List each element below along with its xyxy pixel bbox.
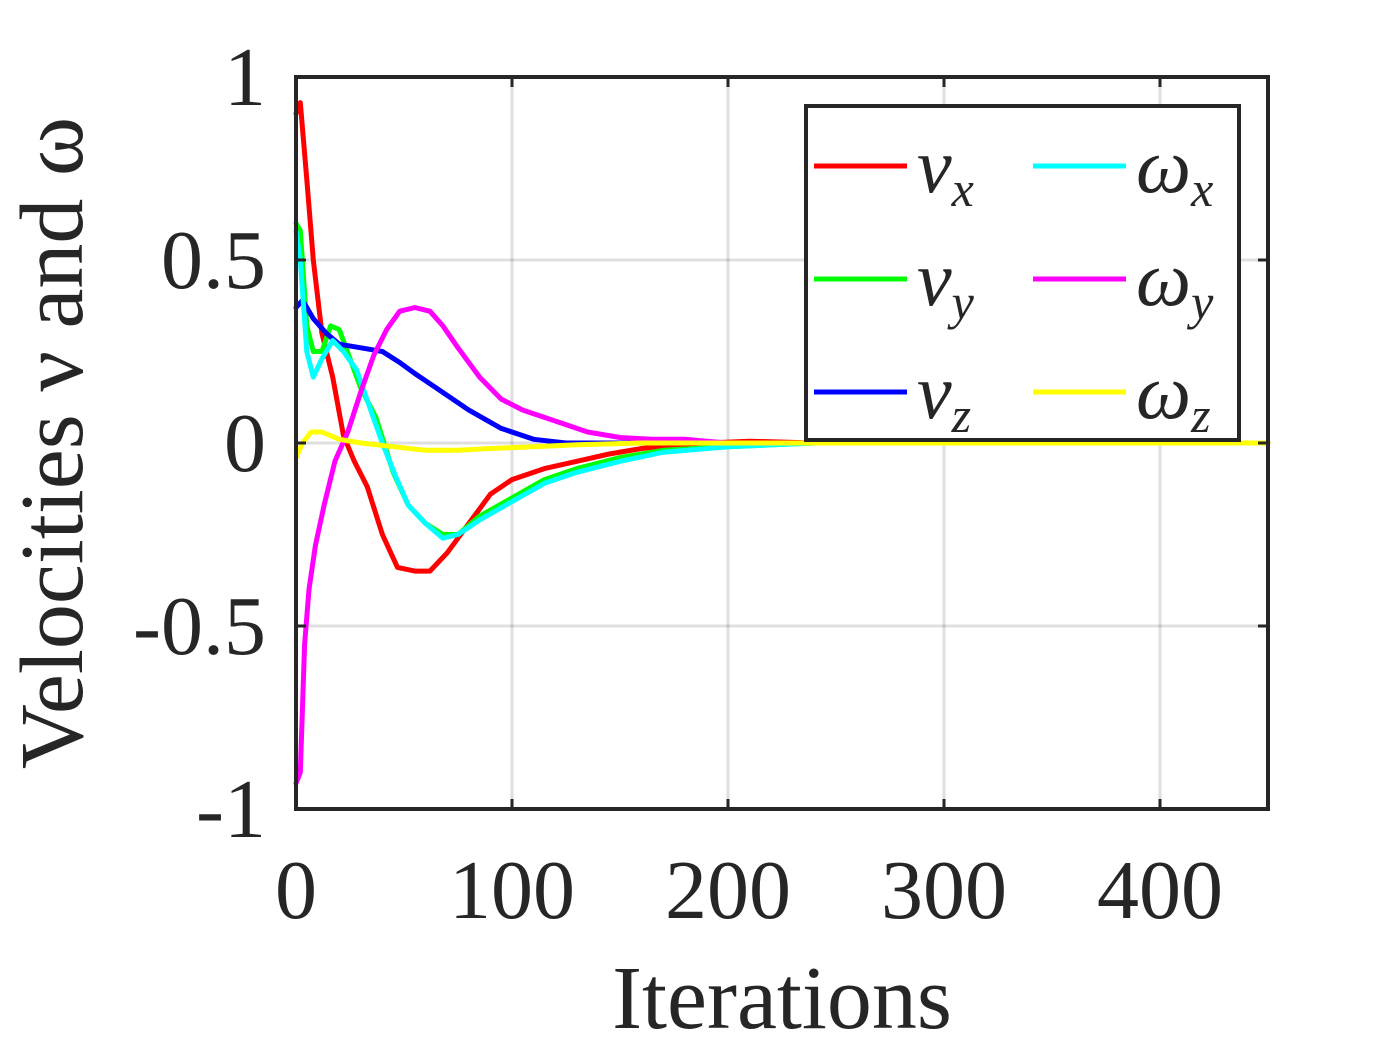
y-tick-label: 0 xyxy=(224,397,266,490)
series-line-z-omega xyxy=(293,429,1271,461)
y-tick-label: -1 xyxy=(196,763,266,856)
x-tick-label: 0 xyxy=(275,844,317,937)
x-tick-label: 400 xyxy=(1097,844,1223,937)
series-line-y-omega xyxy=(293,305,1271,786)
x-axis-label: Iterations xyxy=(612,949,952,1048)
legend-label: νx xyxy=(917,122,974,217)
x-tick-label: 300 xyxy=(881,844,1007,937)
x-tick-label: 200 xyxy=(665,844,791,937)
series-lines xyxy=(293,100,1271,786)
legend-label: ωy xyxy=(1136,235,1214,330)
series-line-x-omega xyxy=(293,228,1271,541)
axis-ticks: 0 100 200 300 400 -1 -0.5 0 0.5 1 xyxy=(133,31,1268,937)
legend-label: νz xyxy=(917,348,971,443)
legend-label: ωx xyxy=(1136,122,1213,217)
x-tick-label: 100 xyxy=(449,844,575,937)
y-tick-label: 0.5 xyxy=(161,214,266,307)
y-tick-label: -0.5 xyxy=(133,580,266,673)
legend-label: ωz xyxy=(1136,348,1211,443)
legend: νx νy νz ωx ωy ωz xyxy=(804,104,1241,443)
legend-box xyxy=(804,104,1241,442)
y-tick-label: 1 xyxy=(224,31,266,124)
legend-label: νy xyxy=(917,235,975,330)
y-axis-label: Velocities ν and ω xyxy=(3,117,102,769)
